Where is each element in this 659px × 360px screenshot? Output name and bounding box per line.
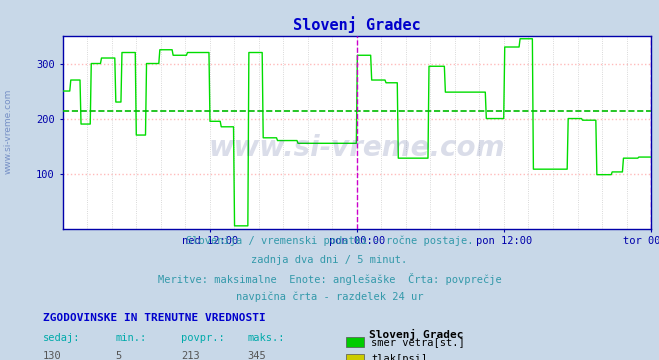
- Text: ZGODOVINSKE IN TRENUTNE VREDNOSTI: ZGODOVINSKE IN TRENUTNE VREDNOSTI: [43, 313, 266, 323]
- Title: Slovenj Gradec: Slovenj Gradec: [293, 17, 420, 33]
- Text: Meritve: maksimalne  Enote: anglešaške  Črta: povprečje: Meritve: maksimalne Enote: anglešaške Čr…: [158, 273, 501, 285]
- Text: Slovenija / vremenski podatki - ročne postaje.: Slovenija / vremenski podatki - ročne po…: [186, 236, 473, 246]
- Text: povpr.:: povpr.:: [181, 333, 225, 343]
- Text: www.si-vreme.com: www.si-vreme.com: [3, 89, 13, 174]
- Text: Slovenj Gradec: Slovenj Gradec: [369, 329, 463, 341]
- Text: maks.:: maks.:: [247, 333, 285, 343]
- Text: sedaj:: sedaj:: [43, 333, 80, 343]
- Text: 345: 345: [247, 351, 266, 360]
- Text: zadnja dva dni / 5 minut.: zadnja dva dni / 5 minut.: [251, 255, 408, 265]
- Text: smer vetra[st.]: smer vetra[st.]: [371, 337, 465, 347]
- Text: tlak[psi]: tlak[psi]: [371, 354, 427, 360]
- Text: navpična črta - razdelek 24 ur: navpična črta - razdelek 24 ur: [236, 292, 423, 302]
- Text: www.si-vreme.com: www.si-vreme.com: [209, 134, 505, 162]
- Text: 130: 130: [43, 351, 61, 360]
- Text: 213: 213: [181, 351, 200, 360]
- Text: 5: 5: [115, 351, 121, 360]
- Text: min.:: min.:: [115, 333, 146, 343]
